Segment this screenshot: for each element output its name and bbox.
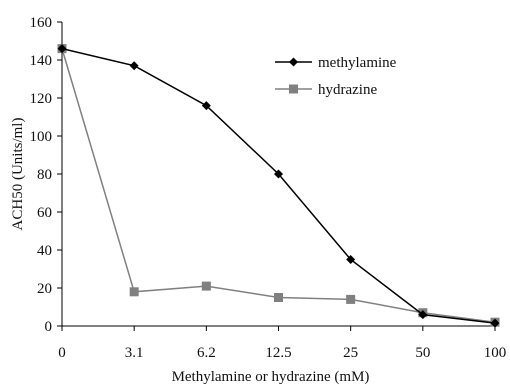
legend-marker-hydrazine (289, 84, 298, 94)
legend-label-hydrazine: hydrazine (318, 82, 377, 98)
data-point-hydrazine (274, 293, 283, 302)
y-tick-label: 0 (45, 319, 53, 335)
data-point-methylamine (346, 255, 356, 264)
x-axis-title: Methylamine or hydrazine (mM) (172, 369, 370, 385)
x-tick-label: 100 (484, 345, 507, 361)
x-tick-label: 3.1 (125, 345, 144, 361)
data-point-methylamine (129, 61, 139, 71)
series-line-methylamine (61, 47, 496, 324)
x-tick-label: 50 (415, 345, 430, 361)
y-tick-label: 20 (37, 281, 52, 297)
data-point-hydrazine (129, 287, 139, 297)
x-tick-label: 0 (58, 345, 66, 361)
y-tick-label: 160 (30, 15, 53, 31)
data-point-hydrazine (201, 281, 211, 291)
legend-label-methylamine: methylamine (318, 55, 397, 71)
data-point-hydrazine (346, 294, 356, 304)
y-axis-title: ACH50 (Units/ml) (10, 118, 26, 231)
y-tick-label: 60 (37, 205, 52, 221)
y-tick-label: 40 (37, 243, 52, 259)
x-tick-label: 25 (343, 345, 358, 361)
y-tick-label: 80 (37, 167, 52, 183)
x-tick-label: 12.5 (265, 345, 291, 361)
y-tick-label: 120 (30, 91, 53, 107)
y-tick-label: 140 (30, 53, 53, 69)
x-tick-label: 6.2 (197, 345, 216, 361)
data-point-methylamine (418, 310, 428, 320)
data-point-methylamine (490, 318, 500, 328)
data-point-methylamine (201, 101, 211, 111)
data-point-methylamine (57, 44, 67, 54)
data-point-methylamine (274, 169, 283, 179)
y-tick-label: 100 (30, 129, 53, 145)
legend-marker-methylamine (289, 57, 298, 67)
